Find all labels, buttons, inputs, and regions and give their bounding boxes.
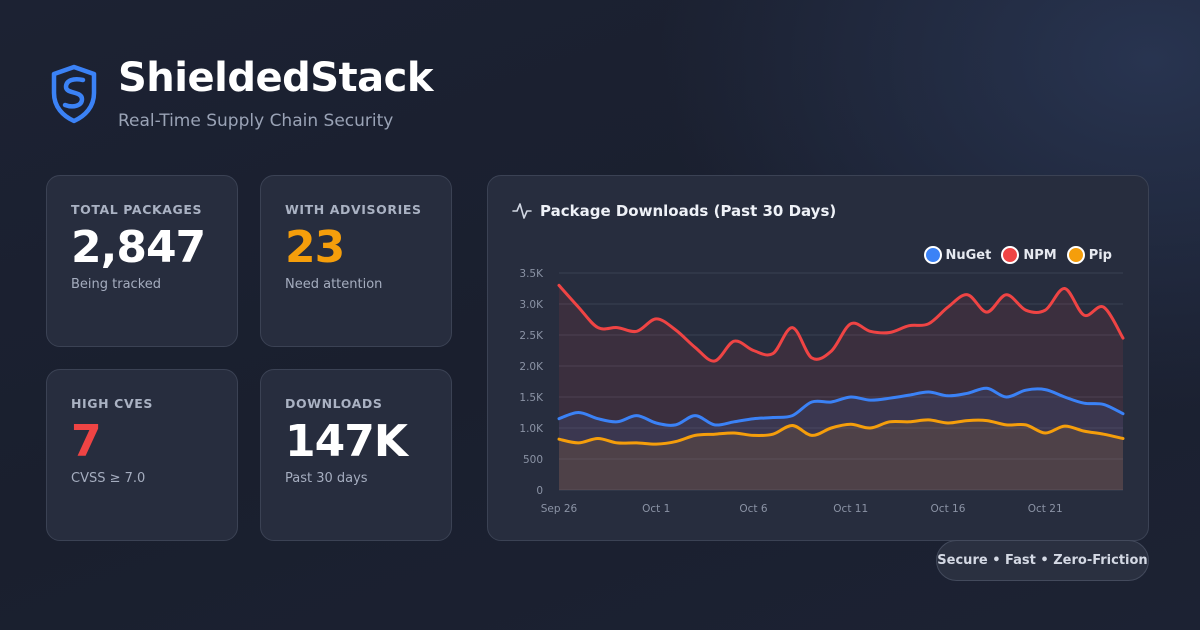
stat-value: 147K: [285, 416, 408, 467]
stat-value: 7: [71, 416, 102, 467]
chart-header: Package Downloads (Past 30 Days): [512, 201, 836, 221]
stat-subtext: Past 30 days: [285, 471, 368, 486]
legend-item-pip[interactable]: Pip: [1066, 246, 1112, 264]
stat-card-total-packages: TOTAL PACKAGES 2,847 Being tracked: [46, 175, 238, 347]
stat-value: 23: [285, 222, 345, 273]
series-line-nuget: [557, 386, 1125, 427]
brand-header: ShieldedStack Real-Time Supply Chain Sec…: [50, 55, 433, 131]
legend-label: NPM: [1023, 247, 1057, 263]
x-tick-label: Oct 21: [1028, 503, 1063, 515]
series-area-nuget: [559, 388, 1123, 490]
stat-label: TOTAL PACKAGES: [71, 202, 203, 217]
stat-subtext: Need attention: [285, 277, 383, 292]
app-title: ShieldedStack: [118, 55, 433, 101]
stat-label: HIGH CVES: [71, 396, 153, 411]
legend-label: Pip: [1088, 247, 1112, 263]
activity-icon: [512, 203, 532, 219]
series-line-npm: [557, 283, 1125, 363]
x-tick-label: Oct 6: [739, 503, 767, 515]
series-area-npm: [559, 285, 1123, 490]
tagline-pill: Secure • Fast • Zero-Friction: [936, 540, 1149, 581]
legend-swatch: [1066, 246, 1085, 264]
stat-card-high-cves: HIGH CVES 7 CVSS ≥ 7.0: [46, 369, 238, 541]
x-tick-label: Sep 26: [541, 503, 578, 515]
chart-title: Package Downloads (Past 30 Days): [540, 202, 837, 220]
stat-subtext: CVSS ≥ 7.0: [71, 471, 146, 486]
app-tagline: Real-Time Supply Chain Security: [118, 111, 394, 131]
legend-label: NuGet: [945, 247, 992, 263]
y-tick-label: 2.0K: [519, 361, 544, 373]
downloads-chart: 0 500 1.0K 1.5K 2.0K 2.5K 3.0K 3.5K Sep 26 Oct 1 O…: [519, 268, 1125, 515]
stat-subtext: Being tracked: [71, 277, 162, 292]
legend-swatch: [923, 246, 942, 264]
legend-item-npm[interactable]: NPM: [1001, 246, 1057, 264]
shield-icon: [51, 64, 97, 124]
series-area-pip: [559, 419, 1123, 490]
y-tick-label: 3.5K: [519, 268, 544, 280]
stat-card-downloads: DOWNLOADS 147K Past 30 days: [260, 369, 452, 541]
y-tick-label: 0: [536, 485, 543, 497]
x-tick-label: Oct 1: [642, 503, 670, 515]
x-tick-label: Oct 16: [931, 503, 966, 515]
y-tick-label: 2.5K: [519, 330, 544, 342]
legend-swatch: [1001, 246, 1020, 264]
y-tick-label: 1.5K: [519, 392, 544, 404]
x-tick-label: Oct 11: [833, 503, 868, 515]
stat-label: WITH ADVISORIES: [285, 202, 422, 217]
stat-label: DOWNLOADS: [285, 396, 383, 411]
series-line-pip: [557, 418, 1125, 446]
y-tick-label: 1.0K: [519, 423, 544, 435]
downloads-chart-panel: 0 500 1.0K 1.5K 2.0K 2.5K 3.0K 3.5K Sep 26 Oct 1 O…: [487, 175, 1149, 541]
chart-legend: NuGet NPM Pip: [914, 246, 1112, 264]
legend-item-nuget[interactable]: NuGet: [923, 246, 992, 264]
y-tick-label: 3.0K: [519, 299, 544, 311]
stat-value: 2,847: [71, 222, 206, 273]
y-tick-label: 500: [523, 454, 543, 466]
stat-card-with-advisories: WITH ADVISORIES 23 Need attention: [260, 175, 452, 347]
